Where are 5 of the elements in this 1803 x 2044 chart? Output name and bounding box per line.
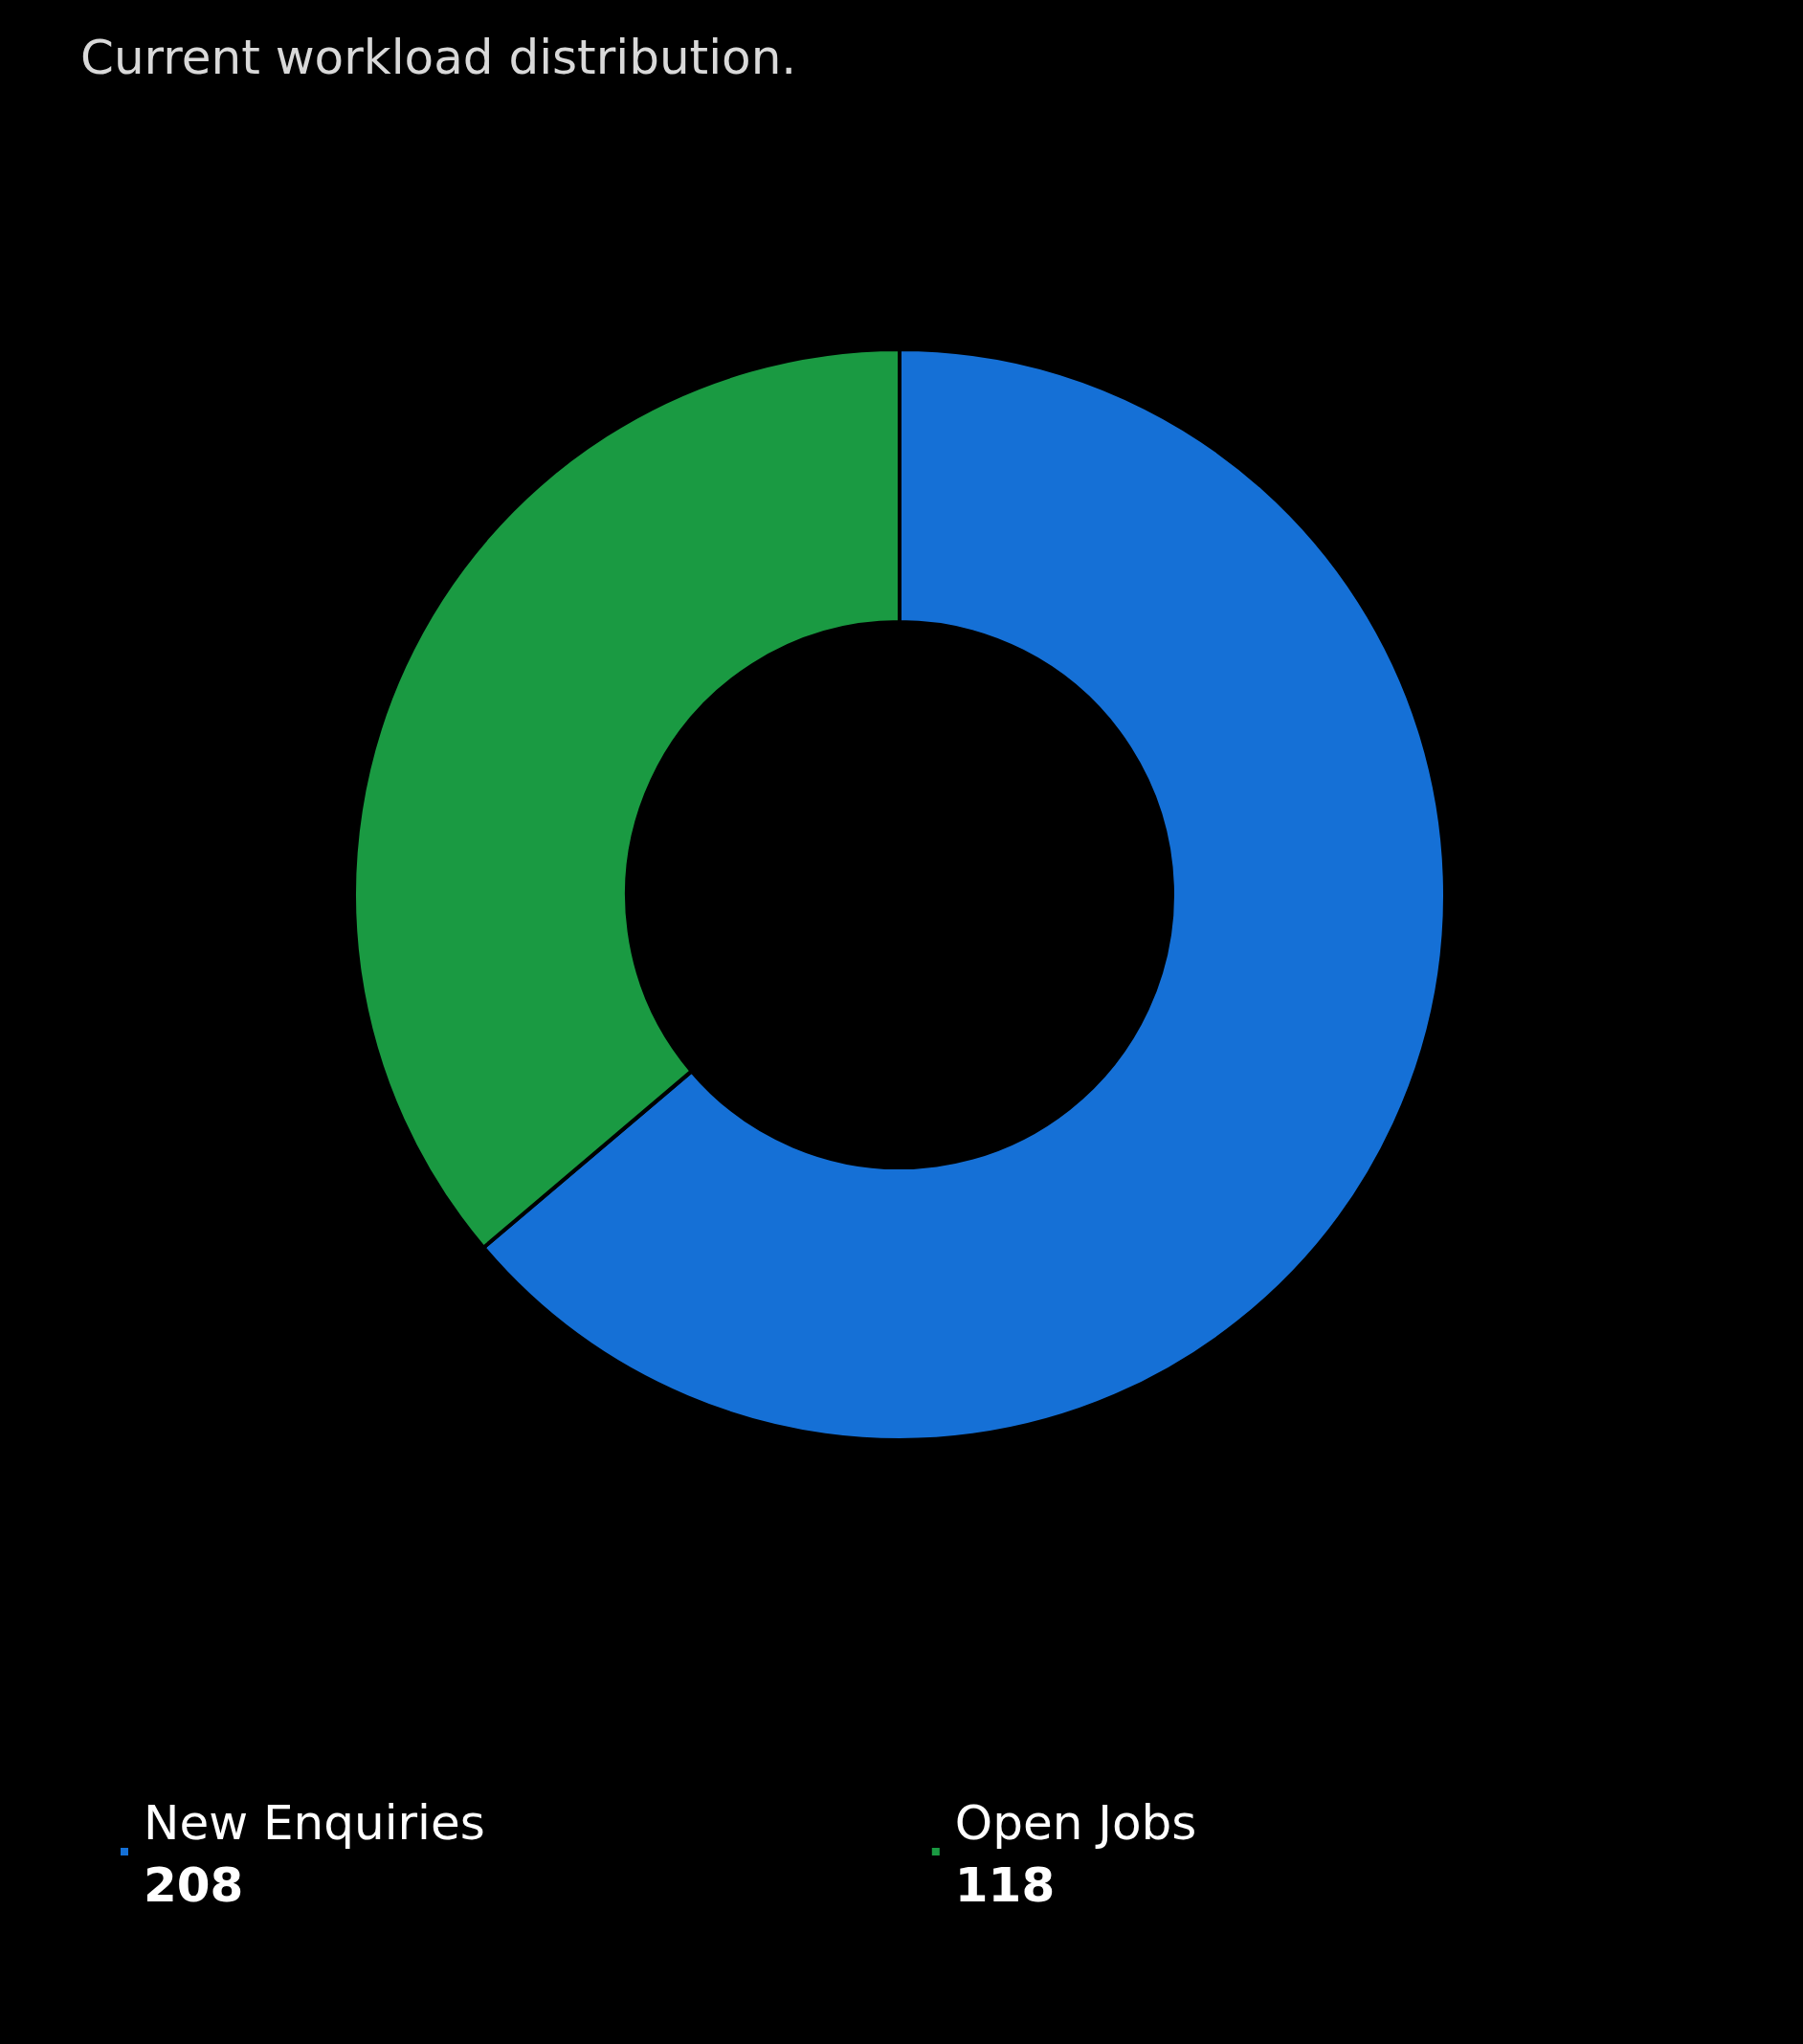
legend-label: New Enquiries bbox=[144, 1795, 485, 1851]
data-label: 118 bbox=[954, 1857, 1056, 1913]
legend-label: Open Jobs bbox=[954, 1795, 1197, 1851]
chart-title: Current workload distribution. bbox=[80, 30, 797, 85]
data-label: 208 bbox=[144, 1857, 244, 1913]
